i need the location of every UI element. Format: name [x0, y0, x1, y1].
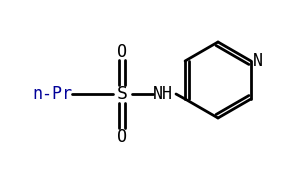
Text: O: O: [117, 43, 127, 61]
Text: S: S: [116, 85, 127, 103]
Text: O: O: [117, 128, 127, 146]
Text: n-Pr: n-Pr: [32, 85, 72, 103]
Text: N: N: [253, 52, 263, 70]
Text: NH: NH: [153, 85, 173, 103]
